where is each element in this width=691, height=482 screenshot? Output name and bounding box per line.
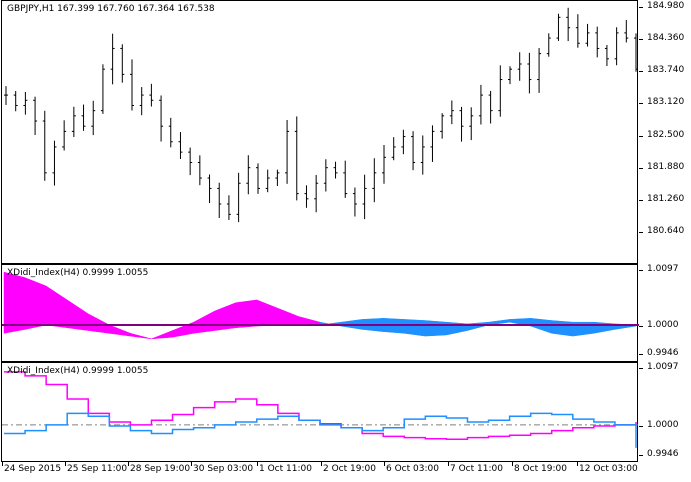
xdidi-line-blue	[4, 412, 637, 448]
indicator-lines-title: XDidi_Index(H4) 0.9999 1.0055	[7, 366, 149, 376]
cloud-segment	[593, 321, 616, 334]
time-label: 7 Oct 11:00	[450, 464, 503, 474]
price-label: 183.740	[647, 65, 685, 76]
time-label: 2 Oct 19:00	[323, 464, 376, 474]
main-chart-title: GBPJPY,H1 167.399 167.760 167.364 167.53…	[7, 4, 215, 14]
cloud-segment	[45, 285, 68, 329]
cloud-segment	[193, 310, 215, 334]
time-tick	[191, 462, 192, 466]
price-label: 184.360	[647, 33, 685, 44]
cloud-segment	[425, 320, 447, 337]
price-label: 183.120	[647, 97, 685, 108]
price-label: 181.880	[647, 161, 685, 172]
time-label: 1 Oct 11:00	[259, 464, 312, 474]
tick-mark	[639, 426, 643, 427]
tick-mark	[639, 135, 643, 137]
cloud-segment	[88, 313, 110, 334]
price-label: 180.640	[647, 226, 685, 236]
tick-mark	[639, 103, 643, 105]
main-price-axis: 184.980 184.360 183.740 183.120 182.500 181.8…	[639, 0, 691, 264]
indicator-lines-pane[interactable]: XDidi_Index(H4) 0.9999 1.0055	[1, 362, 639, 462]
price-label: 184.980	[647, 1, 685, 11]
cloud-segment	[130, 332, 152, 340]
tick-mark	[639, 167, 643, 169]
price-label: 182.500	[647, 129, 685, 140]
tick-mark	[639, 354, 643, 355]
tick-mark	[639, 199, 643, 201]
scale-label-top: 1.0097	[647, 362, 679, 372]
time-tick	[512, 462, 513, 466]
time-label: 25 Sep 11:00	[67, 464, 128, 474]
time-tick	[448, 462, 449, 466]
cloud-segment	[551, 320, 574, 337]
time-tick	[128, 462, 129, 466]
time-label: 6 Oct 03:00	[386, 464, 439, 474]
time-label: 24 Sep 2015	[4, 464, 62, 474]
time-label: 8 Oct 19:00	[514, 464, 567, 474]
price-label: 181.260	[647, 193, 685, 204]
indicator-cloud-axis: 1.0097 1.0000 0.9946	[639, 264, 691, 362]
tick-mark	[639, 326, 643, 327]
time-tick	[321, 462, 322, 466]
tick-mark	[639, 232, 643, 233]
cloud-segment	[277, 307, 300, 326]
indicator-cloud-pane[interactable]: XDidi_Index(H4) 0.9999 1.0055	[1, 264, 639, 362]
time-label: 28 Sep 19:00	[130, 464, 191, 474]
time-tick	[257, 462, 258, 466]
cloud-segment	[256, 299, 279, 327]
tick-mark	[639, 368, 643, 369]
indicator-lines-svg	[2, 371, 639, 448]
cloud-segment	[24, 277, 47, 330]
cloud-segment	[151, 330, 173, 340]
indicator-lines-axis: 1.0097 1.0000 0.9946	[639, 362, 691, 462]
time-tick	[65, 462, 66, 466]
time-axis: 24 Sep 2015 25 Sep 11:00 28 Sep 19:00 30 Se…	[0, 462, 691, 482]
tick-mark	[639, 455, 643, 456]
time-label: 12 Oct 03:00	[579, 464, 638, 474]
tick-mark	[639, 7, 643, 8]
tick-mark	[639, 71, 643, 73]
scale-label-top: 1.0097	[647, 264, 679, 274]
scale-label-mid: 1.0000	[647, 320, 679, 330]
scale-label-mid: 1.0000	[647, 420, 679, 430]
indicator-cloud-svg	[2, 271, 639, 340]
main-chart-pane[interactable]: GBPJPY,H1 167.399 167.760 167.364 167.53…	[1, 0, 638, 264]
time-tick	[384, 462, 385, 466]
cloud-segment	[467, 321, 489, 331]
time-tick	[577, 462, 578, 466]
time-label: 30 Sep 03:00	[193, 464, 254, 474]
scale-label-bottom: 0.9946	[647, 449, 679, 459]
scale-label-bottom: 0.9946	[647, 348, 679, 358]
indicator-cloud-title: XDidi_Index(H4) 0.9999 1.0055	[7, 268, 149, 278]
xdidi-line-magenta	[4, 371, 637, 441]
tick-mark	[639, 39, 643, 41]
cloud-segment	[404, 319, 426, 337]
cloud-segment	[298, 316, 321, 326]
cloud-segment	[214, 302, 236, 331]
cloud-segment	[235, 299, 258, 329]
price-chart-svg	[4, 7, 638, 223]
tick-mark	[639, 270, 643, 271]
time-tick	[2, 462, 3, 466]
cloud-segment	[109, 324, 131, 337]
